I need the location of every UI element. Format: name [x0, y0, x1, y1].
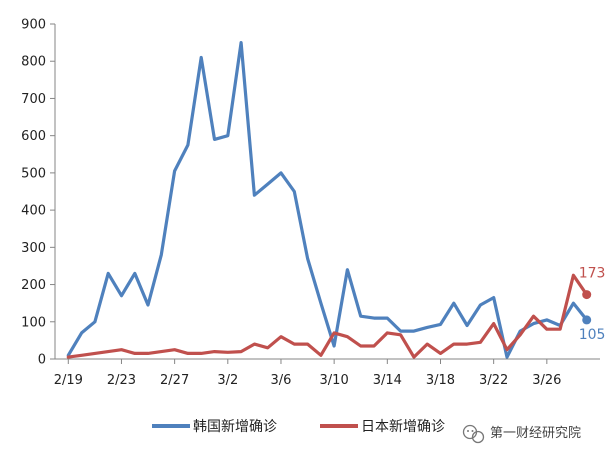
- legend-label-korea: 韩国新增确诊: [193, 419, 277, 435]
- series-end-point-korea: [582, 315, 592, 325]
- series-line-japan: [66, 273, 589, 359]
- y-tick-label: 500: [21, 166, 46, 181]
- legend: 韩国新增确诊 日本新增确诊: [152, 419, 445, 435]
- x-tick-label: 3/26: [532, 373, 561, 388]
- axes: [50, 23, 600, 364]
- x-tick-label: 3/2: [217, 373, 238, 388]
- series-end-point-japan: [582, 290, 592, 300]
- y-tick-label: 100: [21, 315, 46, 330]
- x-tick-label: 2/23: [107, 373, 136, 388]
- y-tick-label: 900: [21, 18, 46, 33]
- x-tick-labels: 2/19 2/23 2/27 3/2 3/6 3/10 3/14 3/18 3/22 3/26: [54, 373, 562, 388]
- y-tick-label: 0: [38, 353, 46, 368]
- end-labels: 105 173: [579, 266, 606, 343]
- series-line-korea: [66, 40, 589, 359]
- x-tick-label: 3/10: [320, 373, 349, 388]
- x-tick-label: 3/14: [373, 373, 402, 388]
- x-tick-label: 2/27: [160, 373, 189, 388]
- y-tick-label: 200: [21, 278, 46, 293]
- legend-label-japan: 日本新增确诊: [361, 419, 445, 435]
- wechat-icon: [462, 424, 485, 444]
- y-tick-label: 600: [21, 129, 46, 144]
- x-tick-label: 2/19: [54, 373, 83, 388]
- x-tick-label: 3/22: [479, 373, 508, 388]
- x-tick-label: 3/18: [426, 373, 455, 388]
- y-tick-label: 700: [21, 92, 46, 107]
- data-label-korea: 105: [579, 327, 606, 343]
- y-tick-labels: 0 100 200 300 400 500 600 700 800 900: [21, 18, 46, 368]
- x-tick-label: 3/6: [271, 373, 292, 388]
- y-tick-label: 400: [21, 204, 46, 219]
- watermark-text: 第一财经研究院: [490, 426, 581, 441]
- y-tick-label: 800: [21, 55, 46, 70]
- watermark: 第一财经研究院: [462, 424, 581, 444]
- data-label-japan: 173: [579, 266, 606, 282]
- y-tick-label: 300: [21, 241, 46, 256]
- series-layer: [66, 40, 592, 359]
